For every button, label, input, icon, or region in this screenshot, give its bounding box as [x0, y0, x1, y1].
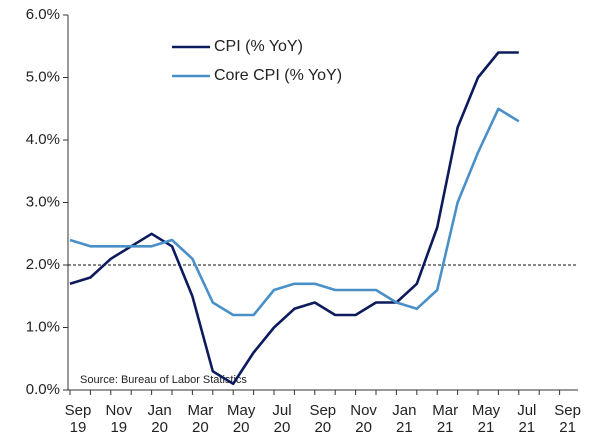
x-tick-label: Sep 21 [554, 402, 581, 436]
x-tick-label: Sep 20 [309, 402, 337, 436]
legend-label: Core CPI (% YoY) [214, 67, 342, 84]
y-tick-label: 2.0% [26, 256, 60, 273]
x-tick-label: Jul 21 [517, 402, 537, 436]
x-tick-label: May 20 [227, 402, 256, 436]
x-tick-label: Mar 21 [432, 402, 459, 436]
annotation: Source: Bureau of Labor Statistics [80, 374, 247, 386]
series-line [69, 51, 519, 386]
x-tick-label: Nov 20 [350, 402, 377, 436]
y-tick-label: 4.0% [26, 131, 60, 148]
y-tick-label: 5.0% [26, 68, 60, 85]
y-tick-label: 1.0% [26, 318, 60, 335]
y-tick-label: 0.0% [26, 381, 60, 398]
x-tick-label: Sep 19 [64, 402, 92, 436]
x-tick-label: Jan 21 [392, 402, 417, 436]
legend-label: CPI (% YoY) [214, 38, 303, 55]
x-tick-label: May 21 [471, 402, 501, 436]
x-tick-label: Jul 20 [272, 402, 292, 436]
x-tick-label: Nov 19 [105, 402, 133, 436]
x-tick-label: Mar 20 [187, 402, 214, 436]
y-tick-label: 6.0% [26, 6, 60, 23]
x-tick-label: Jan 20 [147, 402, 172, 436]
y-tick-label: 3.0% [26, 193, 60, 210]
series-line [69, 107, 520, 317]
